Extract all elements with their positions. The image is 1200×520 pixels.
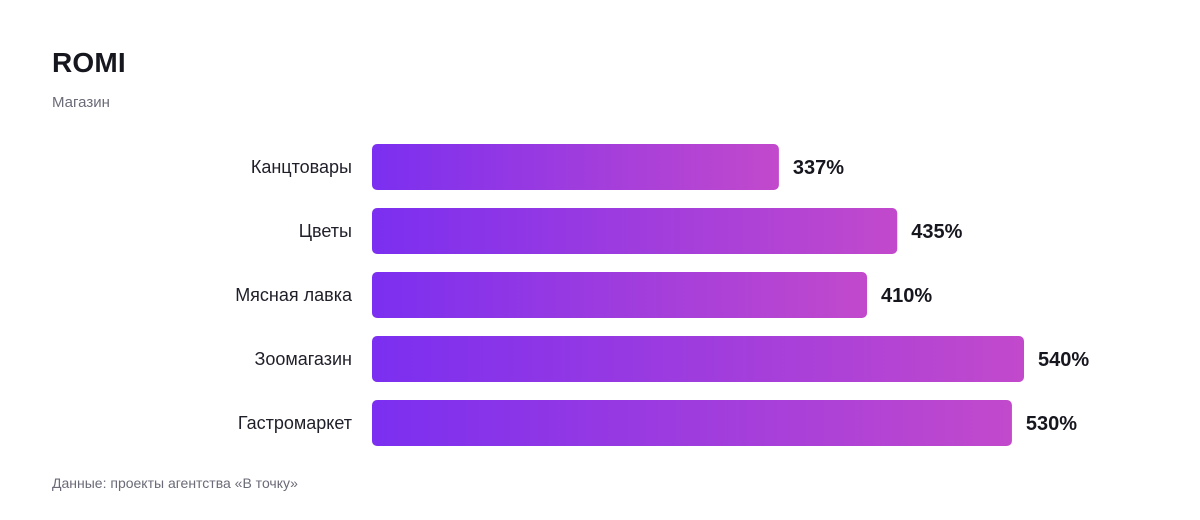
bar (372, 144, 779, 190)
bars-group: Канцтовары 337% Цветы 435% Мясная лавка 410% З… (235, 144, 1089, 446)
value-label: 435% (911, 221, 962, 243)
category-label: Гастромаркет (238, 413, 352, 433)
category-label: Канцтовары (251, 157, 352, 177)
bar (372, 400, 1012, 446)
value-label: 337% (793, 157, 844, 179)
chart-subtitle: Магазин (52, 94, 110, 111)
value-label: 530% (1026, 413, 1077, 435)
category-label: Цветы (299, 221, 352, 241)
bar (372, 272, 868, 318)
value-label: 540% (1038, 349, 1089, 371)
category-label: Мясная лавка (235, 285, 353, 305)
bar (372, 208, 898, 254)
category-label: Зоомагазин (254, 349, 352, 369)
data-source-note: Данные: проекты агентства «В точку» (52, 475, 298, 491)
chart-title: ROMI (52, 47, 126, 78)
value-label: 410% (881, 285, 932, 307)
bar (372, 336, 1024, 382)
